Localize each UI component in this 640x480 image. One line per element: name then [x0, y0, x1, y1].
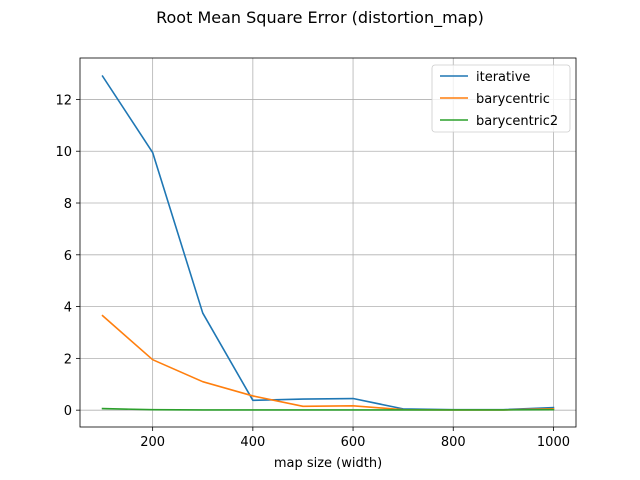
x-tick-label: 400	[240, 435, 265, 450]
series-line-barycentric2	[101, 407, 555, 411]
y-tick-label: 8	[64, 197, 72, 212]
legend-box	[431, 64, 571, 133]
y-tick-label: 12	[55, 93, 72, 108]
x-tick-label: 1000	[537, 435, 570, 450]
series-line-barycentric	[101, 314, 555, 411]
x-tick-label: 800	[441, 435, 466, 450]
chart-title: Root Mean Square Error (distortion_map)	[156, 8, 484, 28]
y-tick-label: 0	[64, 404, 72, 419]
legend-label-barycentric2: barycentric2	[476, 114, 558, 129]
y-tick-label: 6	[64, 249, 72, 264]
y-tick-label: 10	[55, 145, 72, 160]
plot-area-frame	[79, 57, 577, 428]
y-tick-label: 4	[64, 301, 72, 316]
axis-ticks: 200 400 600 800 1000 0 2 4 6 8 10 12	[55, 93, 570, 450]
y-tick-label: 2	[64, 352, 72, 367]
x-tick-label: 200	[140, 435, 165, 450]
x-tick-label: 600	[341, 435, 366, 450]
legend: iterative barycentric barycentric2	[431, 64, 571, 133]
series-lines	[101, 75, 555, 411]
legend-label-barycentric: barycentric	[476, 92, 550, 107]
legend-label-iterative: iterative	[476, 70, 530, 85]
x-axis-label: map size (width)	[274, 456, 382, 471]
